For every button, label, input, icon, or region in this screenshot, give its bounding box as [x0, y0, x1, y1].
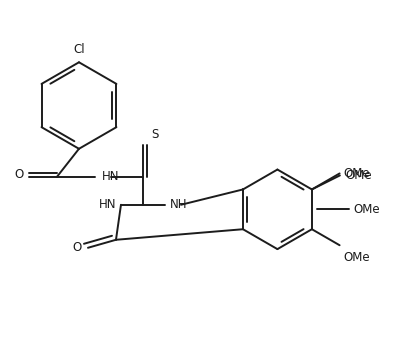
Text: HN: HN	[98, 198, 116, 211]
Text: S: S	[151, 128, 158, 141]
Text: OMe: OMe	[345, 169, 371, 182]
Text: NH: NH	[170, 198, 188, 211]
Text: O: O	[15, 168, 24, 181]
Text: OMe: OMe	[343, 251, 370, 264]
Text: HN: HN	[102, 170, 119, 183]
Text: O: O	[73, 241, 82, 254]
Text: OMe: OMe	[343, 167, 370, 180]
Text: OMe: OMe	[353, 203, 380, 216]
Text: Cl: Cl	[73, 43, 85, 56]
